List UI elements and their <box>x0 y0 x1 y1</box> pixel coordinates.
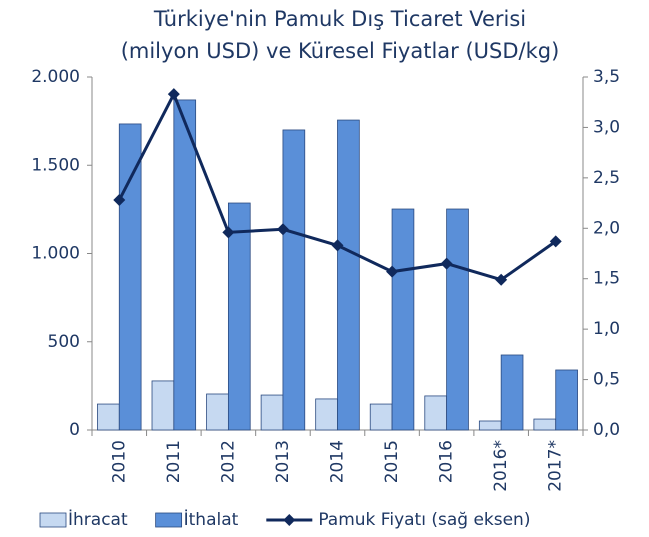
bar <box>555 369 578 431</box>
x-tick-label: 2015 <box>382 440 402 483</box>
bar <box>500 354 524 431</box>
marker <box>331 239 344 252</box>
marker <box>440 257 453 270</box>
marker <box>276 223 289 236</box>
y2-tick-label: 1,5 <box>593 269 620 289</box>
marker <box>549 235 562 248</box>
bar <box>227 202 251 431</box>
marker <box>222 226 235 239</box>
bar <box>533 418 557 431</box>
bar <box>260 394 284 431</box>
marker <box>386 265 399 278</box>
bar <box>369 403 393 431</box>
bar <box>424 395 448 431</box>
legend-key <box>155 512 183 528</box>
marker <box>167 88 180 101</box>
bar <box>391 208 415 431</box>
bar <box>173 99 197 431</box>
bar <box>478 420 502 431</box>
y-tick-label: 2.000 <box>31 67 80 87</box>
y-tick-label: 500 <box>48 332 80 352</box>
x-tick-label: 2013 <box>273 440 293 483</box>
marker <box>113 194 126 207</box>
legend-label: İhracat <box>68 509 128 530</box>
y2-tick-label: 3,5 <box>593 67 620 87</box>
bar <box>97 403 120 431</box>
x-tick-label: 2016 <box>437 440 457 483</box>
x-tick-label: 2012 <box>218 440 238 483</box>
bar <box>206 393 229 431</box>
x-tick-label: 2010 <box>109 440 129 483</box>
chart-title: (milyon USD) ve Küresel Fiyatlar (USD/kg… <box>121 39 560 63</box>
marker <box>495 273 508 286</box>
bar <box>315 398 338 431</box>
y2-tick-label: 3,0 <box>593 117 620 137</box>
x-tick-label: 2017* <box>546 440 566 492</box>
y2-tick-label: 0,5 <box>593 370 620 390</box>
y2-tick-label: 2,0 <box>593 218 620 238</box>
bar <box>337 119 360 431</box>
x-tick-label: 2016* <box>491 440 511 492</box>
legend-label: İthalat <box>184 509 239 530</box>
legend-key <box>283 514 296 526</box>
x-tick-label: 2011 <box>164 440 184 483</box>
bar <box>151 380 175 431</box>
y-tick-label: 1.000 <box>31 244 80 264</box>
x-tick-label: 2014 <box>328 440 348 483</box>
bar <box>282 129 306 431</box>
y2-tick-label: 1,0 <box>593 319 620 339</box>
y2-tick-label: 2,5 <box>593 168 620 188</box>
legend-label: Pamuk Fiyatı (sağ eksen) <box>318 510 530 530</box>
bar <box>446 208 469 431</box>
chart-title: Türkiye'nin Pamuk Dış Ticaret Verisi <box>153 7 526 31</box>
bar <box>118 123 142 431</box>
y-tick-label: 1.500 <box>31 155 80 175</box>
y-tick-label: 0 <box>69 420 80 440</box>
legend-key <box>39 512 67 528</box>
y2-tick-label: 0,0 <box>593 420 620 440</box>
